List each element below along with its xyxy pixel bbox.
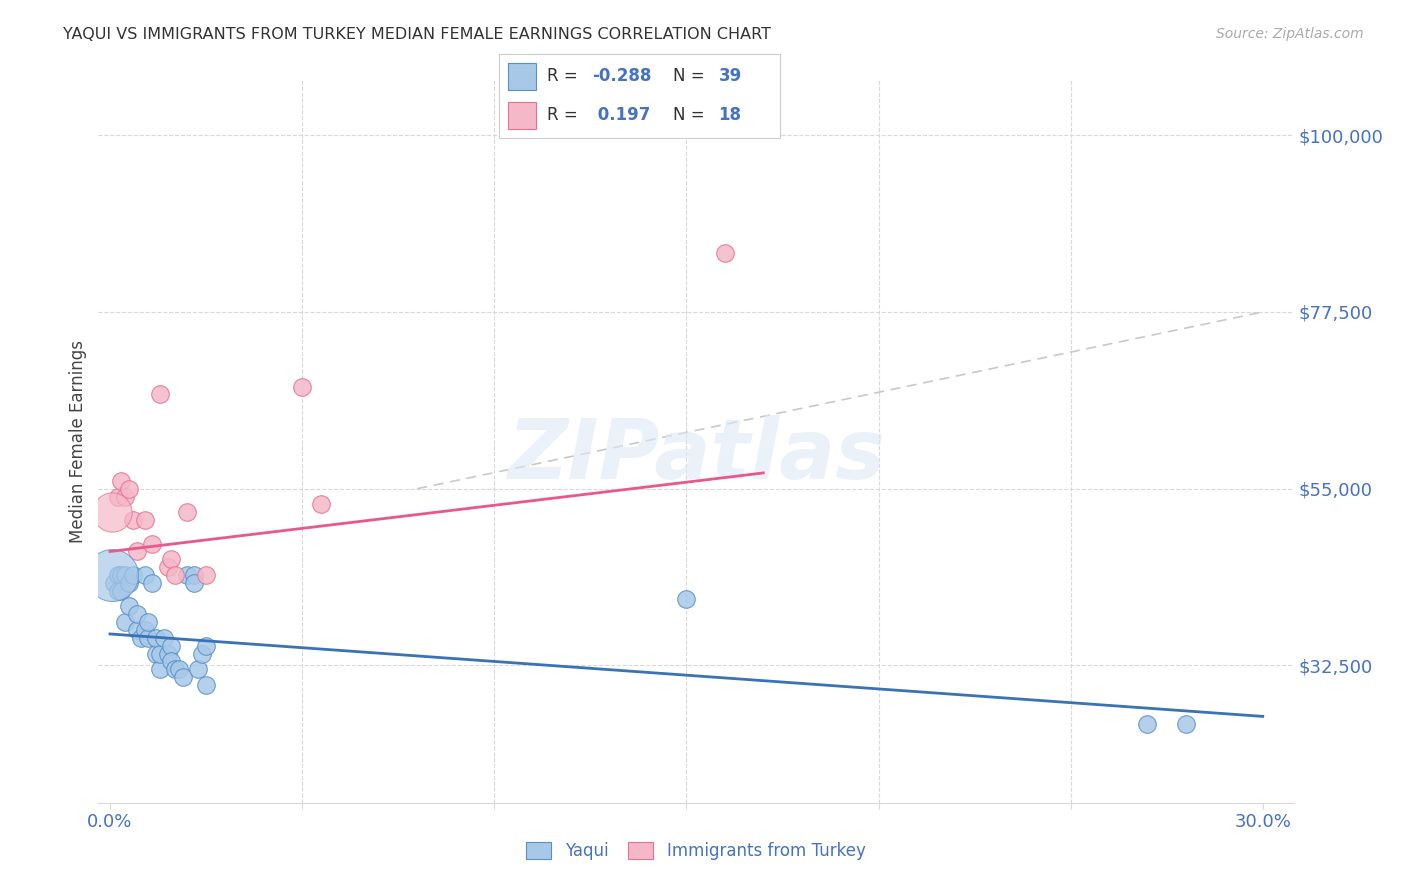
Point	[110, 474, 132, 488]
Point	[149, 387, 172, 401]
Point	[165, 568, 187, 582]
Y-axis label: Median Female Earnings: Median Female Earnings	[69, 340, 87, 543]
FancyBboxPatch shape	[508, 62, 536, 90]
Point	[103, 575, 125, 590]
Text: R =: R =	[547, 106, 583, 124]
Point	[134, 623, 156, 637]
Point	[129, 631, 152, 645]
Point	[138, 615, 160, 630]
Point	[114, 490, 136, 504]
Point	[134, 513, 156, 527]
Point	[167, 662, 190, 676]
Point	[156, 560, 179, 574]
Point	[114, 568, 136, 582]
Point	[187, 662, 209, 676]
Text: Source: ZipAtlas.com: Source: ZipAtlas.com	[1216, 27, 1364, 41]
Text: ZIPatlas: ZIPatlas	[508, 416, 884, 497]
Point	[141, 536, 163, 550]
Text: N =: N =	[673, 68, 710, 86]
Point	[145, 647, 167, 661]
Legend: Yaqui, Immigrants from Turkey: Yaqui, Immigrants from Turkey	[520, 835, 872, 867]
Point	[713, 246, 735, 260]
Point	[183, 575, 205, 590]
Point	[110, 583, 132, 598]
Text: 39: 39	[718, 68, 742, 86]
Point	[118, 575, 141, 590]
Point	[118, 599, 141, 614]
Point	[176, 505, 198, 519]
Point	[156, 647, 179, 661]
Text: 0.197: 0.197	[592, 106, 651, 124]
Point	[195, 568, 218, 582]
Point	[149, 662, 172, 676]
Text: 18: 18	[718, 106, 741, 124]
Point	[134, 568, 156, 582]
Point	[145, 631, 167, 645]
Point	[149, 647, 172, 661]
Point	[122, 513, 145, 527]
Point	[183, 568, 205, 582]
Point	[675, 591, 697, 606]
Text: R =: R =	[547, 68, 583, 86]
Point	[110, 568, 132, 582]
Point	[1136, 717, 1159, 731]
Point	[195, 639, 218, 653]
Point	[165, 662, 187, 676]
Point	[114, 615, 136, 630]
Point	[141, 575, 163, 590]
Point	[172, 670, 194, 684]
Point	[125, 607, 148, 622]
Point	[291, 379, 314, 393]
Point	[160, 655, 183, 669]
Point	[107, 490, 129, 504]
Point	[152, 631, 174, 645]
Text: -0.288: -0.288	[592, 68, 651, 86]
Point	[125, 623, 148, 637]
Text: YAQUI VS IMMIGRANTS FROM TURKEY MEDIAN FEMALE EARNINGS CORRELATION CHART: YAQUI VS IMMIGRANTS FROM TURKEY MEDIAN F…	[63, 27, 772, 42]
Point	[311, 497, 333, 511]
Point	[125, 544, 148, 558]
Text: N =: N =	[673, 106, 710, 124]
Point	[1174, 717, 1197, 731]
Point	[191, 647, 214, 661]
Point	[138, 631, 160, 645]
Point	[160, 639, 183, 653]
Point	[122, 568, 145, 582]
Point	[160, 552, 183, 566]
Point	[101, 505, 124, 519]
Point	[176, 568, 198, 582]
Point	[107, 568, 129, 582]
Point	[101, 568, 124, 582]
Point	[107, 583, 129, 598]
FancyBboxPatch shape	[508, 102, 536, 129]
Point	[118, 482, 141, 496]
Point	[195, 678, 218, 692]
